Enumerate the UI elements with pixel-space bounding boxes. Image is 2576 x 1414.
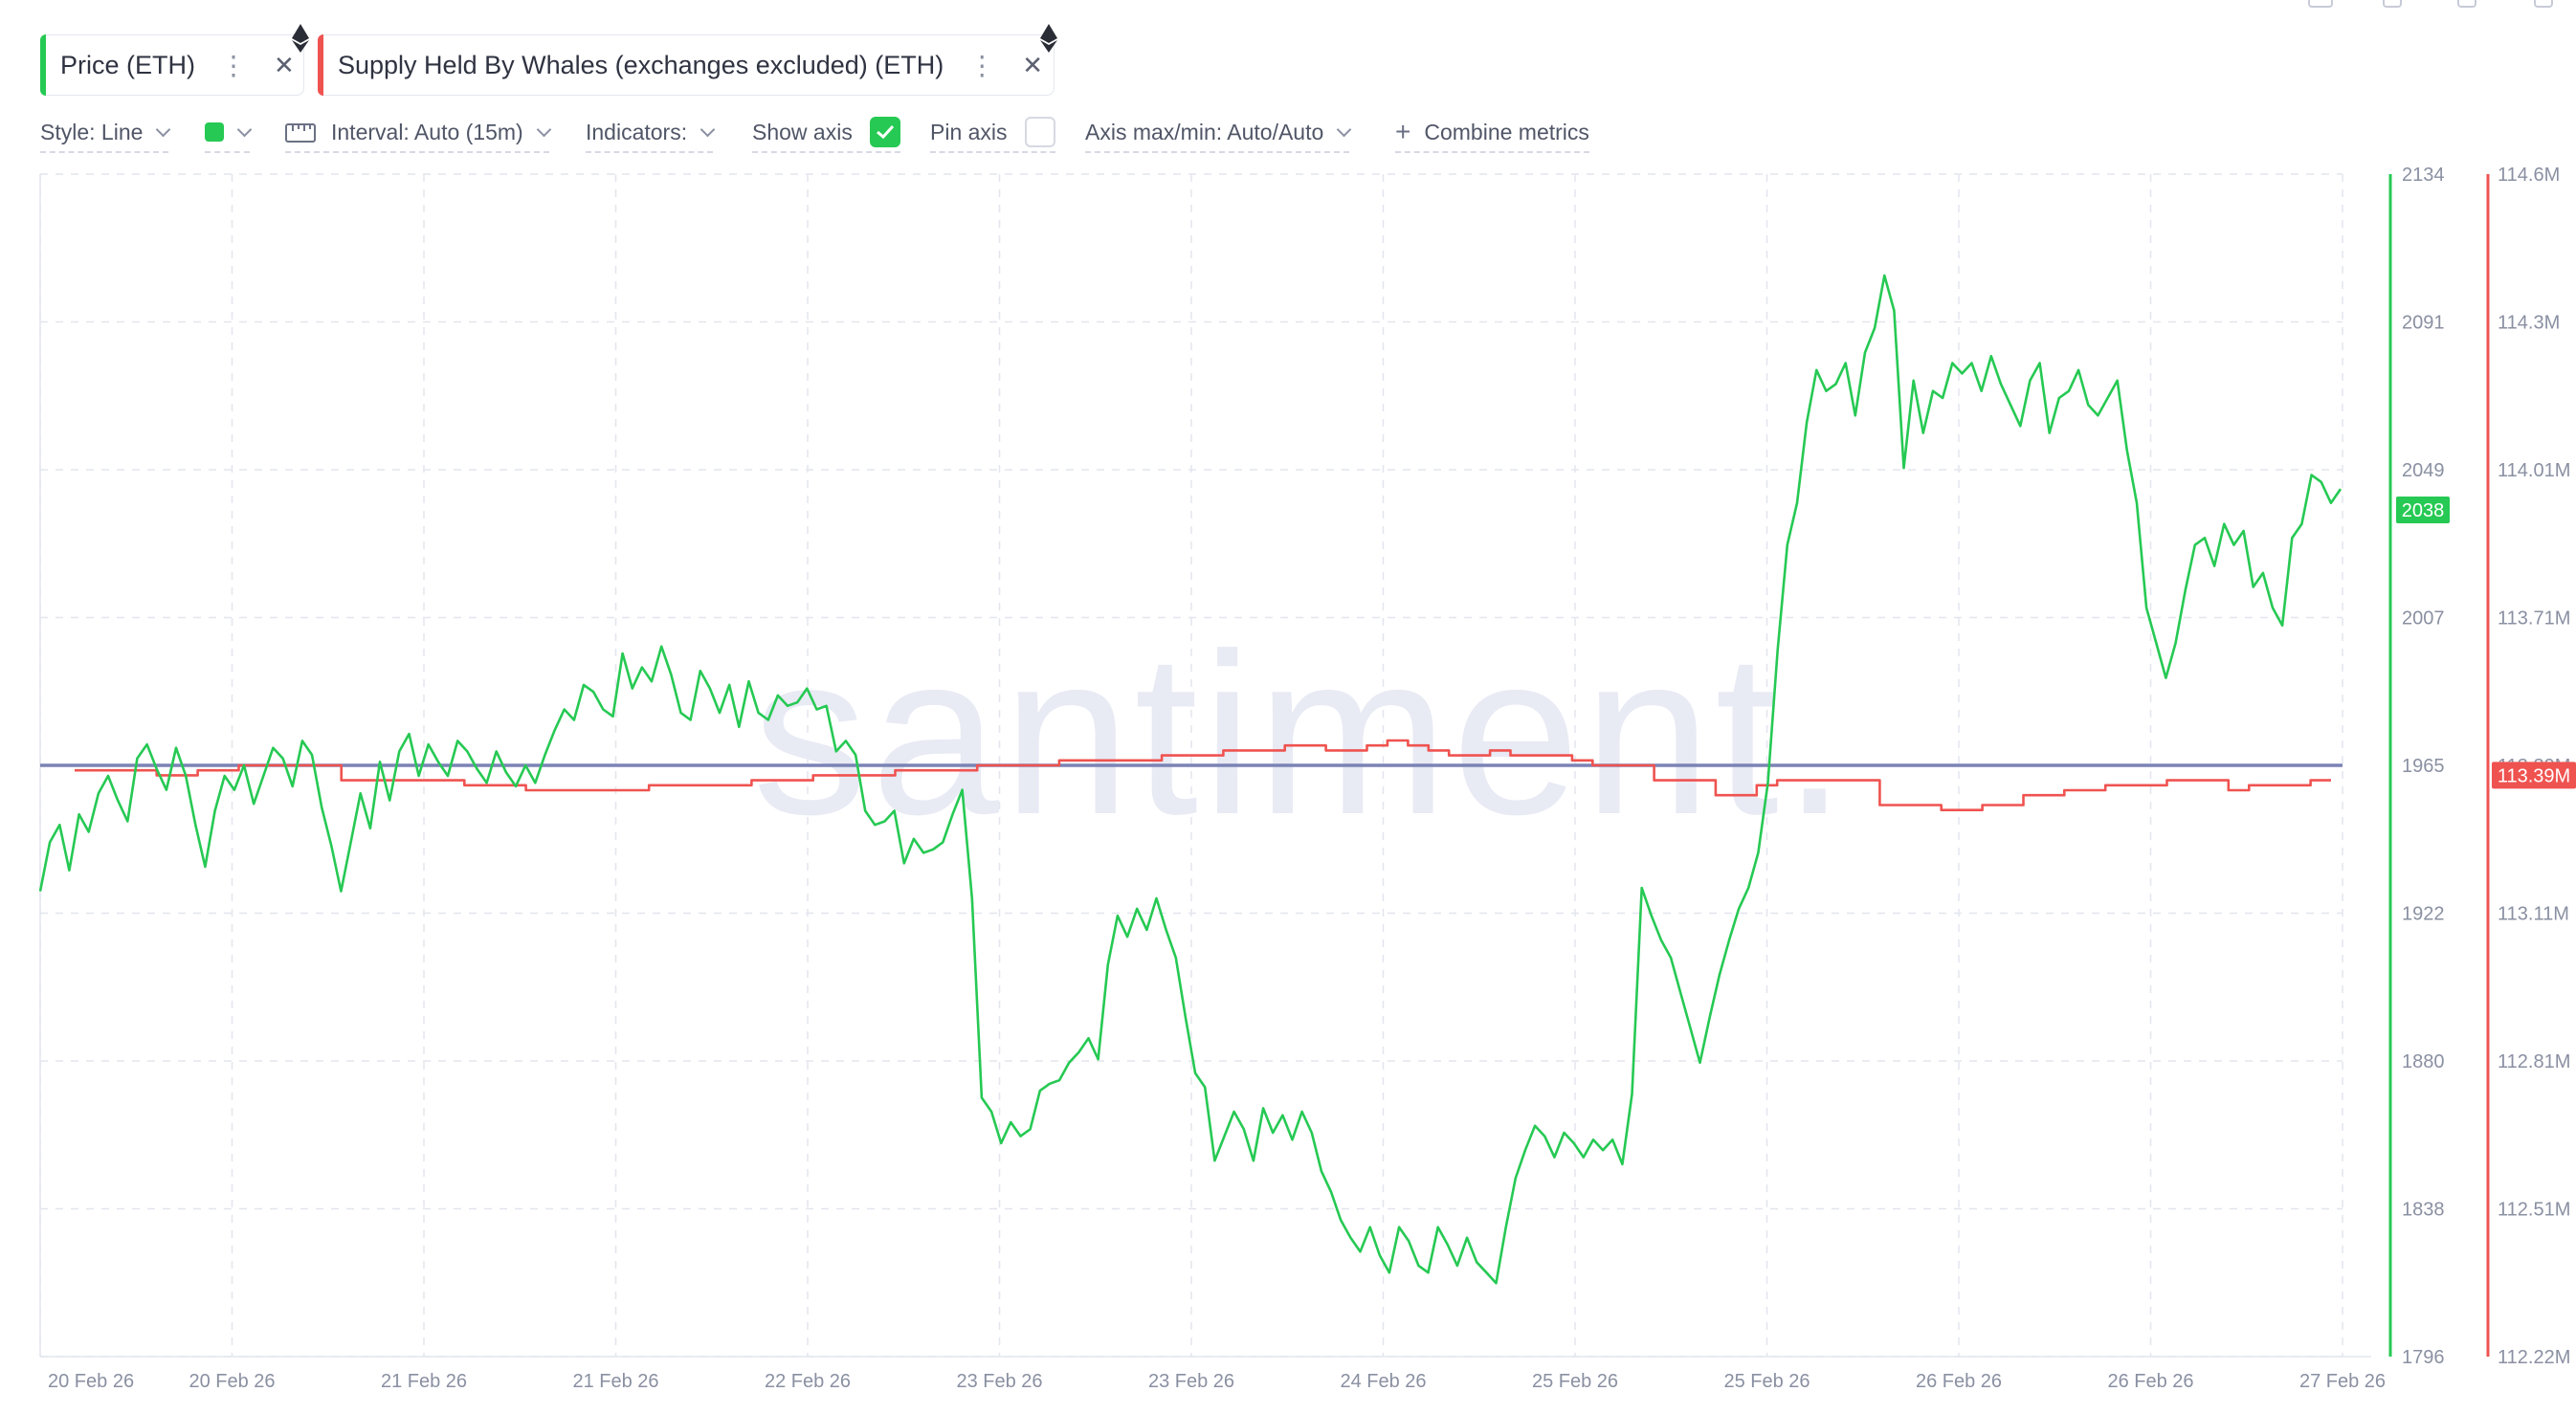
ethereum-icon	[1040, 24, 1057, 53]
supply-current-badge	[2492, 762, 2576, 789]
x-axis-tick: 25 Feb 26	[1723, 1371, 1810, 1392]
price-axis-tick: 2134	[2402, 165, 2445, 186]
price-axis-tick: 2049	[2402, 460, 2445, 481]
x-axis-tick: 21 Feb 26	[572, 1371, 658, 1392]
metric-chip-price[interactable]: Price (ETH) ⋮ ✕	[40, 24, 309, 96]
top-icon-1[interactable]	[2308, 0, 2333, 8]
price-current-value: 2038	[2402, 500, 2445, 521]
axis-minmax-dropdown[interactable]: Axis max/min: Auto/Auto	[1085, 113, 1352, 153]
metric-chip-whale-supply[interactable]: Supply Held By Whales (exchanges exclude…	[318, 24, 1057, 96]
more-vertical-icon[interactable]: ⋮	[968, 50, 995, 80]
supply-axis-tick: 114.3M	[2498, 313, 2560, 334]
supply-axis-tick: 113.11M	[2498, 904, 2569, 925]
supply-current-value: 113.39M	[2498, 765, 2570, 786]
santiment-watermark: santiment.	[752, 606, 1850, 862]
supply-axis-tick: 112.22M	[2498, 1347, 2570, 1368]
x-axis-tick: 20 Feb 26	[48, 1371, 134, 1392]
top-toolbar-remnant	[0, 0, 2576, 13]
x-axis-tick: 20 Feb 26	[189, 1371, 275, 1392]
top-icon-4[interactable]	[2534, 0, 2553, 8]
interval-label: Interval: Auto (15m)	[331, 119, 523, 144]
supply-axis-tick: 114.01M	[2498, 460, 2570, 481]
top-icon-3[interactable]	[2457, 0, 2476, 8]
indicators-dropdown[interactable]: Indicators:	[586, 113, 716, 153]
close-icon[interactable]: ✕	[274, 50, 295, 79]
x-axis-tick: 26 Feb 26	[1916, 1371, 2002, 1392]
top-icon-2[interactable]	[2383, 0, 2402, 8]
price-series-line	[38, 274, 2343, 1285]
pin-axis-toggle[interactable]: Pin axis	[930, 113, 1055, 153]
supply-axis-tick: 112.51M	[2498, 1200, 2570, 1221]
combine-metrics-button[interactable]: + Combine metrics	[1395, 113, 1589, 153]
metric-label: Supply Held By Whales (exchanges exclude…	[338, 50, 944, 79]
metric-color-accent	[318, 34, 323, 96]
price-axis-tick: 2091	[2402, 313, 2445, 334]
price-axis-tick: 1838	[2402, 1200, 2445, 1221]
supply-axis-tick: 114.6M	[2498, 165, 2560, 186]
plus-icon: +	[1395, 117, 1411, 146]
price-axis-tick: 1922	[2402, 904, 2445, 925]
x-axis-tick: 24 Feb 26	[1340, 1371, 1426, 1392]
metric-color-accent	[40, 34, 46, 96]
price-current-badge	[2396, 497, 2450, 524]
x-axis-tick: 22 Feb 26	[765, 1371, 851, 1392]
show-axis-toggle[interactable]: Show axis	[752, 113, 900, 153]
x-axis-tick: 25 Feb 26	[1532, 1371, 1618, 1392]
supply-axis-tick: 113.71M	[2498, 608, 2570, 630]
color-dropdown[interactable]	[205, 113, 253, 153]
supply-axis-tick: 112.81M	[2498, 1051, 2570, 1072]
price-axis-tick: 1796	[2402, 1347, 2445, 1368]
price-axis-tick: 1965	[2402, 756, 2445, 777]
checkbox-unchecked-icon[interactable]	[1024, 117, 1055, 147]
checkbox-checked-icon[interactable]	[869, 117, 900, 147]
price-axis-tick: 1880	[2402, 1051, 2445, 1072]
ethereum-icon	[292, 24, 309, 53]
x-axis-tick: 23 Feb 26	[956, 1371, 1042, 1392]
chart-series	[38, 274, 2343, 1285]
supply-series-line	[75, 739, 2331, 811]
ruler-icon	[285, 123, 316, 143]
combine-metrics-label: Combine metrics	[1424, 119, 1589, 144]
style-label: Style: Line	[40, 119, 144, 144]
style-dropdown[interactable]: Style: Line	[40, 113, 171, 153]
x-axis-tick: 23 Feb 26	[1148, 1371, 1234, 1392]
x-axis-tick: 27 Feb 26	[2299, 1371, 2386, 1392]
x-axis-tick: 26 Feb 26	[2107, 1371, 2193, 1392]
close-icon[interactable]: ✕	[1022, 50, 1044, 79]
interval-dropdown[interactable]: Interval: Auto (15m)	[285, 113, 551, 153]
metric-label: Price (ETH)	[60, 50, 195, 79]
pin-axis-label: Pin axis	[930, 119, 1008, 144]
x-axis-tick: 21 Feb 26	[381, 1371, 467, 1392]
show-axis-label: Show axis	[752, 119, 853, 144]
more-vertical-icon[interactable]: ⋮	[220, 50, 247, 80]
axis-minmax-label: Axis max/min: Auto/Auto	[1085, 119, 1324, 144]
color-swatch	[205, 122, 224, 142]
price-axis-tick: 2007	[2402, 608, 2445, 630]
chart-axes: 2134 2091 2049 2007 1965 1922 1880 1838 1796 114.…	[2388, 165, 2576, 1368]
x-axis: 20 Feb 26 20 Feb 26 21 Feb 26 21 Feb 26 22 F…	[48, 1371, 2386, 1392]
indicators-label: Indicators:	[586, 119, 688, 144]
